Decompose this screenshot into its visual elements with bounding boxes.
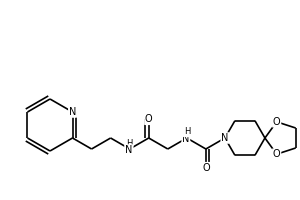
Text: O: O (202, 163, 210, 173)
Text: N: N (221, 133, 229, 143)
Text: N: N (182, 134, 190, 144)
Text: N: N (125, 145, 132, 155)
Text: H: H (127, 138, 133, 148)
Text: O: O (145, 114, 152, 124)
Text: N: N (69, 107, 76, 117)
Text: O: O (273, 117, 280, 127)
Text: O: O (273, 149, 280, 159)
Text: H: H (184, 128, 190, 136)
